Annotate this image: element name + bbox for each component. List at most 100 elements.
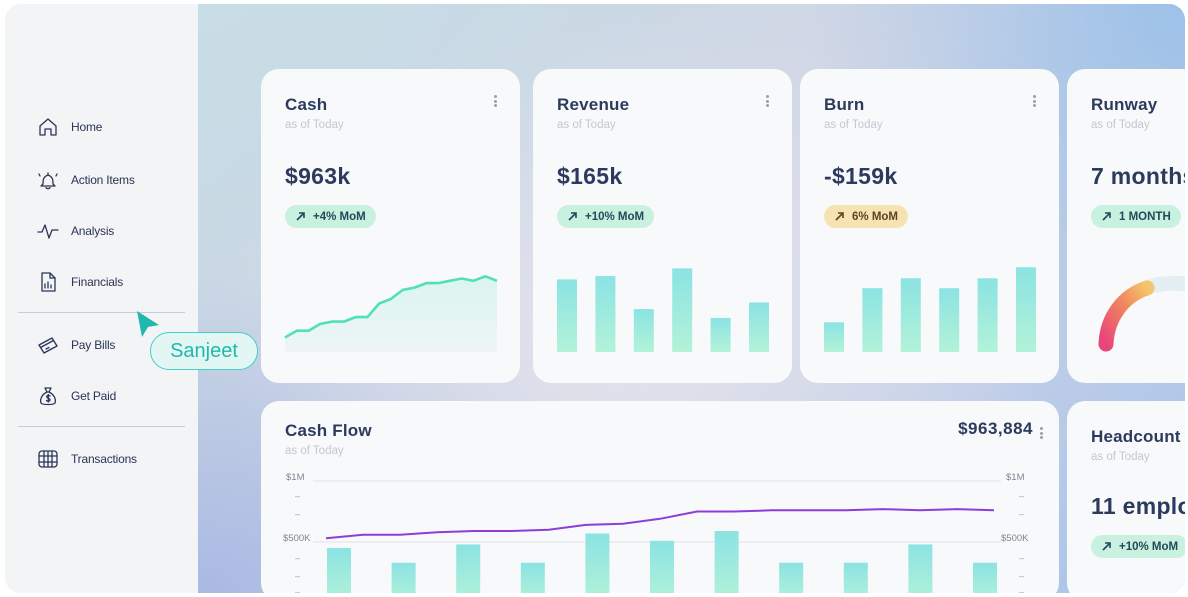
burn-bar-chart [824, 267, 1036, 352]
more-options-icon[interactable] [1029, 93, 1039, 109]
badge-label: 1 MONTH [1119, 210, 1171, 223]
cash-card[interactable]: Cash as of Today $963k +4% MoM [261, 69, 520, 383]
dashboard-main: Cash as of Today $963k +4% MoM Revenue a… [198, 4, 1185, 593]
tick-dash: – [1019, 553, 1024, 563]
sidebar-item-label: Action Items [71, 173, 135, 187]
revenue-card[interactable]: Revenue as of Today $165k +10% MoM [533, 69, 792, 383]
cash-flow-bar [973, 562, 997, 593]
more-options-icon[interactable] [490, 93, 500, 109]
sidebar-item-home[interactable]: Home [37, 116, 102, 138]
gauge-fill [1098, 280, 1155, 352]
change-badge: 6% MoM [824, 205, 908, 228]
bar [977, 278, 998, 352]
tick-dash: – [295, 509, 300, 519]
card-subtitle: as of Today [824, 119, 883, 131]
bar [824, 322, 844, 352]
card-subtitle: as of Today [1091, 451, 1150, 463]
runway-card[interactable]: Runway as of Today 7 months 1 MONTH [1067, 69, 1185, 383]
y-axis-label: $1M [1006, 472, 1025, 483]
arrow-up-right-icon [296, 212, 305, 221]
card-value: $963k [285, 163, 351, 189]
bar [862, 288, 883, 352]
sparkline-area [285, 276, 497, 352]
bar [939, 288, 960, 352]
sidebar-item-label: Get Paid [71, 389, 117, 403]
tick-dash: – [1019, 587, 1024, 593]
sidebar-item-get-paid[interactable]: Get Paid [37, 385, 116, 407]
badge-label: +10% MoM [1119, 540, 1179, 553]
sidebar-item-label: Transactions [71, 452, 137, 466]
more-options-icon[interactable] [762, 93, 772, 109]
document-chart-icon [41, 272, 56, 292]
bar [1016, 267, 1036, 352]
app-window: Home Action Items Analysis Financials Pa… [5, 4, 1185, 593]
cash-flow-bar [520, 562, 545, 593]
sidebar-divider [18, 426, 185, 427]
arrow-up-right-icon [835, 212, 844, 221]
card-subtitle: as of Today [285, 445, 344, 457]
y-axis-label: $1M [286, 472, 305, 483]
more-options-icon[interactable] [1036, 425, 1046, 441]
sidebar-item-pay-bills[interactable]: Pay Bills [37, 334, 115, 356]
sidebar: Home Action Items Analysis Financials Pa… [5, 4, 198, 593]
sidebar-item-financials[interactable]: Financials [37, 271, 123, 293]
bar [749, 302, 769, 352]
card-value: -$159k [824, 163, 898, 189]
tick-dash: – [1019, 571, 1024, 581]
card-icon [38, 337, 58, 354]
runway-gauge [1098, 275, 1185, 352]
cash-flow-chart: – – – – – – – – – – [295, 480, 1024, 593]
card-value: 7 months [1091, 163, 1185, 189]
change-badge: 1 MONTH [1091, 205, 1181, 228]
bar [633, 309, 654, 352]
cash-flow-bar [456, 544, 481, 593]
pulse-icon [37, 224, 59, 239]
tick-dash: – [295, 587, 300, 593]
cash-flow-bar [391, 562, 416, 593]
cash-flow-bar [908, 544, 933, 593]
badge-label: +4% MoM [313, 210, 366, 223]
bar [710, 317, 731, 352]
card-title: Revenue [557, 95, 630, 114]
cash-flow-card[interactable]: Cash Flow as of Today $963,884 $1M $500K… [261, 401, 1059, 593]
home-icon [39, 118, 57, 136]
card-title: Runway [1091, 95, 1158, 114]
card-subtitle: as of Today [557, 119, 616, 131]
card-title: Cash [285, 95, 328, 114]
cash-flow-bar [714, 531, 739, 593]
card-value: $165k [557, 163, 623, 189]
tick-dash: – [295, 491, 300, 501]
sidebar-item-label: Home [71, 120, 103, 134]
headcount-card[interactable]: Headcount as of Today 11 employees +10% … [1067, 401, 1185, 593]
badge-label: 6% MoM [852, 210, 898, 223]
sidebar-item-label: Pay Bills [71, 338, 116, 352]
cash-flow-bar [585, 533, 610, 593]
burn-card[interactable]: Burn as of Today -$159k 6% MoM [800, 69, 1059, 383]
y-axis-label: $500K [283, 533, 311, 544]
tick-dash: – [295, 553, 300, 563]
calendar-grid-icon [38, 450, 58, 468]
card-subtitle: as of Today [1091, 119, 1150, 131]
collaborator-cursor-icon [137, 311, 159, 337]
sidebar-item-action-items[interactable]: Action Items [37, 169, 135, 191]
cash-flow-bar [779, 562, 804, 593]
card-title: Cash Flow [285, 421, 372, 440]
sidebar-item-transactions[interactable]: Transactions [37, 448, 137, 470]
bar [672, 268, 693, 352]
bar [557, 279, 577, 352]
change-badge: +10% MoM [1091, 535, 1185, 558]
sidebar-item-label: Financials [71, 275, 124, 289]
tick-dash: – [295, 571, 300, 581]
sparkline-line [284, 275, 498, 339]
cash-flow-bar [327, 548, 351, 593]
card-title: Burn [824, 95, 865, 114]
change-badge: +10% MoM [557, 205, 655, 228]
cash-flow-bar [843, 562, 868, 593]
sidebar-item-analysis[interactable]: Analysis [37, 220, 114, 242]
bell-icon [38, 172, 58, 190]
card-title: Headcount [1091, 427, 1181, 446]
y-axis-label: $500K [1001, 533, 1029, 544]
cash-flow-bar [650, 540, 674, 593]
tick-dash: – [1019, 509, 1024, 519]
cash-sparkline-chart [284, 275, 498, 352]
